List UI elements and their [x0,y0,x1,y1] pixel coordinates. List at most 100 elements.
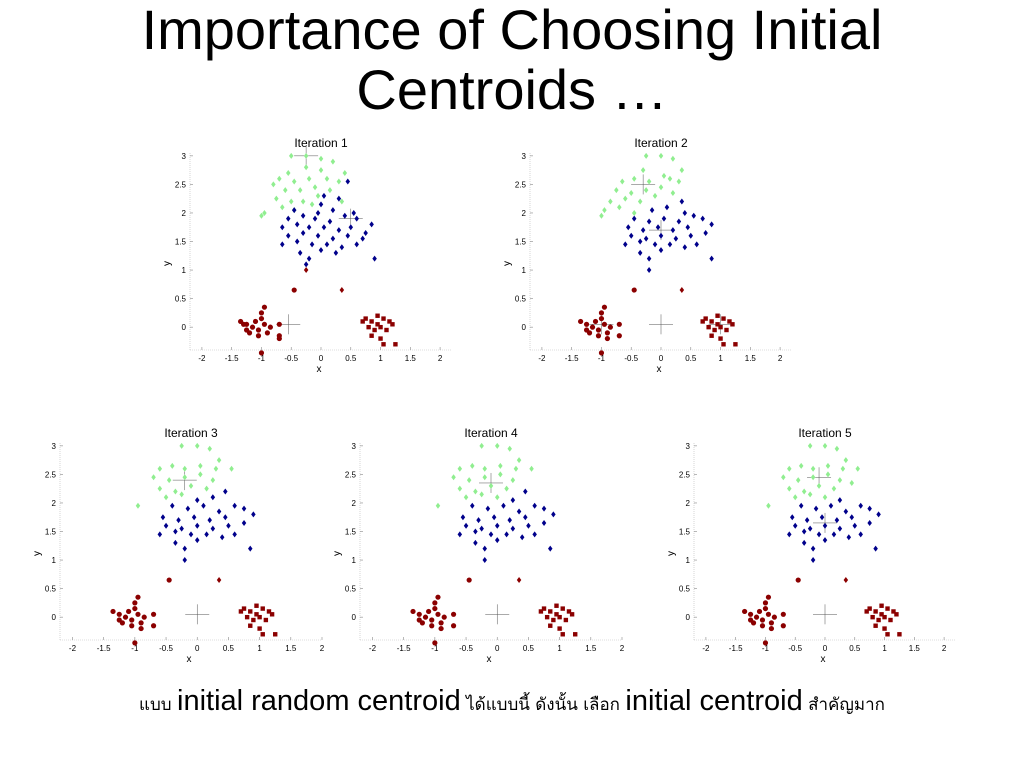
point-red-square [378,336,383,341]
x-tick-label: 1.5 [909,644,921,653]
point-green [637,198,643,205]
point-blue [294,221,300,228]
point-green [435,502,441,509]
point-green [792,494,798,501]
y-tick-label: 0.5 [175,295,187,304]
point-blue [682,209,688,216]
y-tick-label: 2 [352,499,357,508]
point-red-square [873,623,878,628]
point-red-circle [435,611,441,617]
point-red-square [366,324,371,330]
point-red-square [263,617,269,623]
point-red-square [551,617,556,623]
point-red-circle [432,640,438,646]
point-red-circle [258,350,265,356]
x-tick-label: 1.5 [285,644,297,653]
point-blue [488,531,494,538]
point-red-circle [765,594,772,600]
point-blue [251,511,256,518]
point-green [623,195,628,202]
point-red-square [360,319,365,324]
point-blue [816,531,822,538]
y-tick-label: 0 [352,613,357,622]
point-red-circle [246,330,253,336]
y-tick-label: 0.5 [345,585,357,594]
point-red-circle [592,318,599,325]
point-red-circle [742,608,748,615]
y-tick-label: 2 [52,499,57,508]
x-axis-label: x [821,654,826,665]
point-red-circle [264,330,271,336]
point-blue [858,531,863,538]
point-green [617,204,622,211]
point-red-square [257,614,262,620]
point-red-square [867,606,872,611]
point-green [170,462,175,469]
x-tick-label: 0.5 [685,354,697,363]
point-red-square [554,612,559,617]
point-blue [210,525,216,532]
point-blue [700,215,705,222]
point-blue [163,522,169,529]
point-green [312,184,318,191]
point-red-square [721,316,726,321]
point-red-square [387,319,392,324]
point-red-square [718,336,723,341]
point-red-circle [132,605,138,612]
point-red-square [712,327,717,333]
x-tick-label: -0.5 [624,354,638,363]
point-green [306,175,312,182]
y-tick-label: 1.5 [679,528,691,537]
x-tick-label: -1.5 [397,644,411,653]
point-green [173,488,178,495]
point-red-circle [150,611,157,617]
point-green [204,485,209,492]
point-red-circle [261,321,268,327]
point-blue [351,209,356,216]
point-blue [219,534,225,541]
point-red-circle [249,324,256,330]
point-green [810,474,816,481]
point-blue [504,531,509,538]
point-blue [491,514,497,521]
point-blue [470,502,475,509]
y-tick-label: 1.5 [515,238,527,247]
point-green [470,462,475,469]
point-green [286,169,291,176]
point-red-circle [429,617,435,623]
x-tick-label: 0 [495,644,500,653]
point-blue [790,514,795,521]
y-tick-label: 2.5 [515,180,527,189]
x-tick-label: 0 [195,644,200,653]
point-blue [798,502,804,509]
point-red-circle [438,620,444,626]
point-blue [315,209,321,216]
point-blue [170,502,175,509]
x-tick-label: -1.5 [97,644,111,653]
point-blue [516,508,522,515]
point-red-circle [122,614,129,620]
x-tick-label: -0.5 [459,644,473,653]
point-red-square [538,609,544,614]
point-green [198,471,203,478]
point-blue [216,508,222,515]
point-blue [160,514,166,521]
x-tick-label: -0.5 [159,644,173,653]
point-blue [873,545,878,552]
point-blue [548,545,553,552]
point-green [457,465,463,472]
point-red-circle [432,605,438,612]
point-red-circle [276,321,282,327]
point-red-square [251,617,256,623]
point-green [327,187,333,194]
chart-iteration-1: Iteration 1 -2 -1.5 -1 -0.5 0 0.5 1 1.5 2 0 0.5 1 1.5… [160,135,460,390]
point-red-circle [119,620,125,626]
point-red-circle [768,620,775,626]
point-green [280,204,285,211]
caption-part-3: ได้แบบนี้ ดังนั้น เลือก [460,695,626,715]
point-blue [182,557,188,564]
x-tick-label: -1.5 [565,354,579,363]
point-red-circle [261,304,268,310]
point-blue [476,517,481,524]
x-tick-label: 1.5 [405,354,417,363]
